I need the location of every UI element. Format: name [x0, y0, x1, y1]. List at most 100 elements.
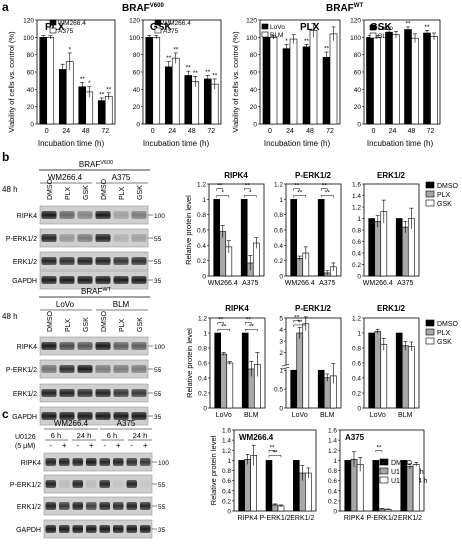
chart-title: GSK [150, 22, 172, 33]
y-tick-label: 1.6 [352, 182, 361, 189]
y-tick-label: 1.6 [328, 428, 337, 435]
bar [302, 46, 311, 125]
treatment-sign: - [49, 441, 52, 450]
y-tick-label: 0 [357, 406, 361, 413]
blot-band [45, 457, 56, 467]
x-tick-label: A375 [397, 280, 413, 287]
chart-title: P-ERK1/2 [295, 171, 332, 180]
y-tick-label: 1.4 [352, 193, 361, 200]
blot-band [41, 233, 57, 243]
blot-band [131, 411, 147, 421]
y-tick-label: 0.4 [352, 376, 361, 383]
marker-label: 35 [154, 278, 162, 285]
chart-title: PLX [300, 22, 320, 33]
significance-bracket [320, 195, 334, 198]
braf-text: BRAF [122, 3, 150, 14]
significance-mark: ** [217, 183, 223, 190]
blot-band [77, 210, 93, 220]
blot-band [131, 364, 147, 374]
bar [282, 48, 291, 125]
bar [104, 95, 113, 125]
y-tick-label: 0 [202, 274, 206, 281]
marker-label: 35 [158, 527, 166, 534]
x-tick-label: 48 [82, 128, 90, 135]
lane-label: DMSO [101, 178, 108, 200]
axis-break-mask [282, 365, 289, 370]
axis-break-mark [281, 363, 290, 367]
blot-band [95, 210, 111, 220]
blot-band [113, 479, 124, 489]
significance-mark: ** [405, 20, 411, 27]
significance-mark: ** [269, 444, 275, 451]
bar [385, 31, 393, 125]
y-tick-label: 0.8 [274, 212, 283, 219]
y-tick-label: 0.6 [352, 239, 361, 246]
x-tick-label: A375 [242, 280, 258, 287]
protein-label: P-ERK1/2 [6, 367, 37, 374]
blot-band [72, 479, 83, 489]
bar [372, 460, 380, 512]
blot-band [59, 341, 75, 351]
x-tick-label: LoVo [216, 412, 232, 419]
svg-text:BRAFV600: BRAFV600 [122, 3, 164, 14]
bar [290, 199, 298, 277]
blot-band [86, 479, 97, 489]
bar [366, 37, 374, 125]
chart-8: 0 0.5 1 2 3 4 5 P-ERK1/2 LoVo BLM **** [274, 304, 342, 419]
y-tick-label: 60 [133, 70, 141, 77]
bar [309, 30, 318, 125]
axis-break-mark [281, 366, 290, 370]
significance-bracket [375, 450, 383, 453]
blot-band [131, 388, 147, 398]
y-tick-label: 120 [350, 18, 361, 25]
bar [269, 37, 278, 125]
significance-mark: * [285, 38, 288, 45]
blot-band [113, 210, 129, 220]
bar [380, 343, 388, 409]
significance-bracket [244, 322, 252, 325]
y-tick-label: 0.2 [352, 391, 361, 398]
blot-band [59, 256, 75, 266]
treatment-sign: + [143, 441, 148, 450]
marker-label: 55 [154, 236, 162, 243]
braf-text: BRAF [326, 3, 354, 14]
y-tick-label: 0.6 [328, 478, 337, 485]
significance-mark: ** [246, 317, 252, 324]
x-tick-label: 0 [268, 128, 272, 135]
blot-band [59, 388, 75, 398]
blot-band [126, 479, 137, 489]
blot-band [95, 388, 111, 398]
significance-mark: ** [324, 46, 330, 53]
blot-band [77, 388, 93, 398]
y-tick-label: 40 [27, 87, 35, 94]
bar [317, 199, 325, 277]
significance-bracket [268, 455, 282, 458]
x-tick-label: 48 [408, 128, 416, 135]
braf-text: BRAF [79, 160, 100, 169]
bar [244, 459, 251, 512]
legend-swatch [154, 27, 162, 34]
x-tick-label: ERK1/2 [398, 515, 422, 522]
legend-swatch [49, 27, 57, 34]
legend-swatch [369, 32, 377, 39]
legend-label: WM266.4 [58, 20, 86, 27]
x-tick-label: 0 [151, 128, 155, 135]
x-tick-label: LoVo [370, 412, 386, 419]
marker-label: 55 [154, 367, 162, 374]
y-tick-label: 1.2 [352, 205, 361, 212]
y-tick-label: 40 [354, 87, 362, 94]
bar [322, 56, 331, 125]
legend-swatch [425, 190, 435, 198]
bar [241, 332, 249, 409]
y-axis-label: Relative protein level [184, 195, 193, 265]
significance-mark: ** [297, 190, 303, 197]
legend-swatch [379, 476, 389, 484]
y-tick-label: 0.2 [197, 258, 206, 265]
blot-band [41, 411, 57, 421]
legend-swatch [425, 328, 435, 336]
bar [265, 460, 273, 512]
panel-label-c: c [2, 407, 9, 421]
significance-bracket [216, 188, 223, 191]
lane-label: DMSO [47, 310, 54, 332]
